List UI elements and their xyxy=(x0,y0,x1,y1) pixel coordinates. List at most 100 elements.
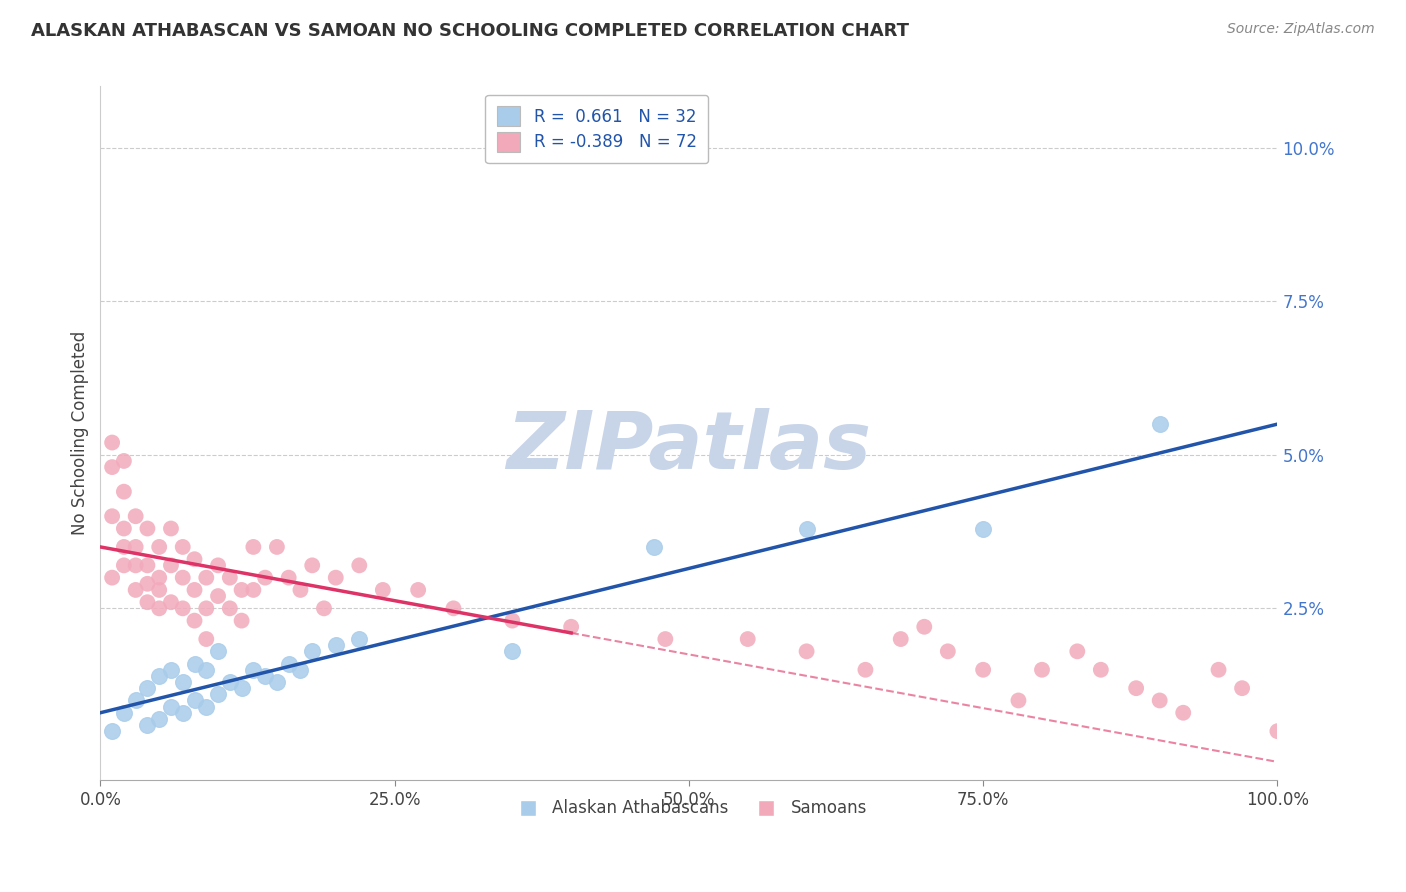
Point xyxy=(972,522,994,536)
Point xyxy=(218,675,240,690)
Point xyxy=(183,582,205,597)
Point xyxy=(136,576,159,591)
Point xyxy=(277,657,299,671)
Point xyxy=(1031,663,1053,677)
Point xyxy=(242,663,264,677)
Point xyxy=(148,582,170,597)
Point xyxy=(148,571,170,585)
Point xyxy=(160,558,183,573)
Point xyxy=(124,509,146,524)
Point xyxy=(1125,681,1147,696)
Point xyxy=(148,712,170,726)
Point xyxy=(266,675,288,690)
Point xyxy=(124,558,146,573)
Point xyxy=(112,540,135,554)
Point xyxy=(406,582,429,597)
Point xyxy=(737,632,759,646)
Point xyxy=(1149,693,1171,707)
Point xyxy=(207,558,229,573)
Point xyxy=(325,638,347,652)
Point xyxy=(112,522,135,536)
Point xyxy=(195,601,218,615)
Point xyxy=(172,706,194,720)
Point xyxy=(195,699,218,714)
Point xyxy=(136,595,159,609)
Point xyxy=(112,454,135,468)
Point xyxy=(266,540,288,554)
Point xyxy=(148,540,170,554)
Point xyxy=(160,699,183,714)
Point xyxy=(501,614,523,628)
Point xyxy=(443,601,465,615)
Point xyxy=(1173,706,1195,720)
Point xyxy=(654,632,676,646)
Point xyxy=(1149,417,1171,431)
Point xyxy=(101,435,124,450)
Point xyxy=(172,675,194,690)
Point xyxy=(912,620,935,634)
Point xyxy=(1090,663,1112,677)
Point xyxy=(1208,663,1230,677)
Point xyxy=(124,693,146,707)
Point xyxy=(172,601,194,615)
Text: Source: ZipAtlas.com: Source: ZipAtlas.com xyxy=(1227,22,1375,37)
Point xyxy=(290,663,312,677)
Legend: Alaskan Athabascans, Samoans: Alaskan Athabascans, Samoans xyxy=(505,793,873,824)
Point xyxy=(207,644,229,658)
Y-axis label: No Schooling Completed: No Schooling Completed xyxy=(72,331,89,535)
Point xyxy=(160,595,183,609)
Point xyxy=(172,571,194,585)
Point xyxy=(349,632,371,646)
Point xyxy=(277,571,299,585)
Point xyxy=(195,663,218,677)
Point xyxy=(183,693,205,707)
Point xyxy=(796,644,818,658)
Point xyxy=(136,558,159,573)
Point xyxy=(160,663,183,677)
Point xyxy=(254,669,277,683)
Point xyxy=(254,571,277,585)
Point xyxy=(207,687,229,701)
Point xyxy=(112,484,135,499)
Point xyxy=(160,522,183,536)
Point xyxy=(371,582,394,597)
Point xyxy=(643,540,665,554)
Point xyxy=(1007,693,1029,707)
Point xyxy=(231,582,253,597)
Point xyxy=(124,540,146,554)
Point xyxy=(290,582,312,597)
Point xyxy=(1267,724,1289,739)
Text: ZIPatlas: ZIPatlas xyxy=(506,409,872,486)
Point xyxy=(325,571,347,585)
Point xyxy=(301,558,323,573)
Point xyxy=(101,509,124,524)
Point xyxy=(501,644,523,658)
Point xyxy=(112,706,135,720)
Point xyxy=(183,657,205,671)
Point xyxy=(195,571,218,585)
Point xyxy=(101,571,124,585)
Point xyxy=(183,614,205,628)
Point xyxy=(136,681,159,696)
Point xyxy=(560,620,582,634)
Point xyxy=(231,614,253,628)
Point xyxy=(183,552,205,566)
Point xyxy=(101,460,124,475)
Point xyxy=(855,663,877,677)
Text: ALASKAN ATHABASCAN VS SAMOAN NO SCHOOLING COMPLETED CORRELATION CHART: ALASKAN ATHABASCAN VS SAMOAN NO SCHOOLIN… xyxy=(31,22,908,40)
Point xyxy=(349,558,371,573)
Point xyxy=(112,558,135,573)
Point xyxy=(101,724,124,739)
Point xyxy=(242,582,264,597)
Point xyxy=(242,540,264,554)
Point xyxy=(796,522,818,536)
Point xyxy=(124,582,146,597)
Point xyxy=(218,601,240,615)
Point xyxy=(207,589,229,603)
Point xyxy=(172,540,194,554)
Point xyxy=(231,681,253,696)
Point xyxy=(1066,644,1088,658)
Point xyxy=(136,718,159,732)
Point xyxy=(148,601,170,615)
Point xyxy=(136,522,159,536)
